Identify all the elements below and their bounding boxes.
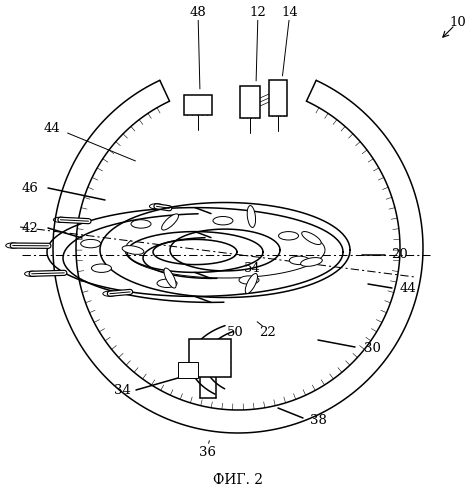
Bar xyxy=(184,95,212,115)
Ellipse shape xyxy=(239,276,259,284)
Ellipse shape xyxy=(164,268,176,288)
Bar xyxy=(269,80,287,116)
Ellipse shape xyxy=(245,273,258,293)
Ellipse shape xyxy=(289,256,309,264)
Ellipse shape xyxy=(278,232,298,240)
Ellipse shape xyxy=(247,206,256,228)
Text: 12: 12 xyxy=(249,5,267,18)
Ellipse shape xyxy=(131,220,151,228)
Ellipse shape xyxy=(301,257,322,266)
Text: 14: 14 xyxy=(282,5,298,18)
Text: 38: 38 xyxy=(309,414,327,427)
Ellipse shape xyxy=(6,243,20,248)
Bar xyxy=(189,339,231,377)
Ellipse shape xyxy=(213,217,233,225)
Text: 20: 20 xyxy=(392,249,408,261)
Ellipse shape xyxy=(157,279,177,287)
Ellipse shape xyxy=(80,240,101,248)
Text: 30: 30 xyxy=(364,341,380,354)
Ellipse shape xyxy=(91,264,111,272)
Text: 46: 46 xyxy=(21,182,39,195)
Text: 48: 48 xyxy=(189,5,207,18)
Text: 34: 34 xyxy=(114,384,130,397)
Ellipse shape xyxy=(302,232,321,245)
Text: 54: 54 xyxy=(244,261,260,274)
Ellipse shape xyxy=(53,217,68,223)
Ellipse shape xyxy=(103,291,117,296)
Ellipse shape xyxy=(25,271,39,276)
Text: ФИГ. 2: ФИГ. 2 xyxy=(213,473,263,487)
Text: 36: 36 xyxy=(199,446,217,459)
Text: 50: 50 xyxy=(227,325,243,338)
Ellipse shape xyxy=(122,246,144,254)
Text: 42: 42 xyxy=(21,222,39,235)
Ellipse shape xyxy=(149,204,163,209)
Text: 44: 44 xyxy=(44,121,60,135)
Text: 10: 10 xyxy=(450,15,466,28)
Bar xyxy=(240,86,260,118)
Text: 44: 44 xyxy=(400,281,416,294)
Ellipse shape xyxy=(162,214,178,230)
Text: 22: 22 xyxy=(259,325,277,338)
Bar xyxy=(178,362,198,378)
